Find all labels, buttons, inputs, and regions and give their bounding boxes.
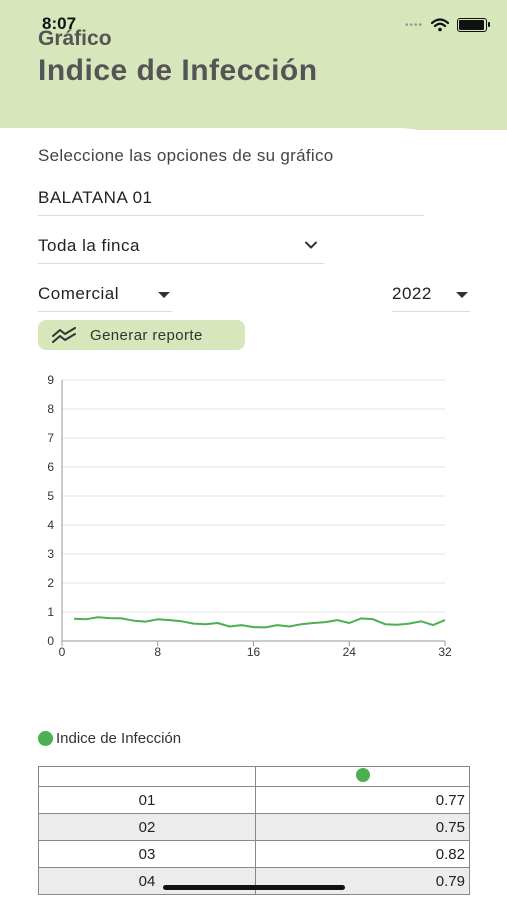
- x-tick-label: 32: [438, 645, 452, 659]
- type-value: Comercial: [38, 284, 120, 303]
- data-table: 01 0.77 02 0.75 03 0.82 04 0.79: [38, 766, 470, 895]
- infection-index-line: [73, 616, 446, 629]
- options-instructions: Seleccione las opciones de su gráfico: [38, 146, 334, 165]
- zone-select[interactable]: Toda la finca: [38, 236, 324, 264]
- chart-legend: Indice de Infección: [38, 730, 181, 747]
- dropdown-caret-icon: [158, 292, 170, 298]
- dropdown-caret-icon: [456, 292, 468, 298]
- header-background: [0, 0, 507, 130]
- farm-value: BALATANA 01: [38, 188, 153, 207]
- table-cell-value: 0.75: [255, 813, 470, 841]
- x-tick-label: 8: [154, 645, 161, 659]
- table-header-row: [38, 766, 470, 787]
- farm-field[interactable]: BALATANA 01: [38, 188, 424, 216]
- year-value: 2022: [392, 284, 432, 303]
- type-select[interactable]: Comercial: [38, 284, 172, 312]
- table-row: 04 0.79: [38, 867, 470, 895]
- page-subtitle: Gráfico: [38, 27, 112, 50]
- series-dot-icon: [355, 768, 370, 782]
- infection-index-chart: 0 1 2 3 4 5 6 7 8 9 0 8 16 24 32: [47, 373, 452, 659]
- table-cell-value: 0.77: [255, 786, 470, 814]
- status-time: 8:07: [42, 14, 77, 33]
- y-tick-label: 3: [47, 547, 54, 561]
- chevron-down-icon: [305, 241, 317, 249]
- table-cell-index: 03: [38, 840, 256, 868]
- table-cell-index: 02: [38, 813, 256, 841]
- table-header-index: [38, 766, 256, 787]
- table-cell-index: 01: [38, 786, 256, 814]
- table-cell-value: 0.79: [255, 867, 470, 895]
- chart-trend-icon: [52, 327, 76, 343]
- table-row: 03 0.82: [38, 840, 470, 868]
- table-header-value: [255, 766, 470, 787]
- home-indicator: [163, 885, 345, 890]
- legend-label: Indice de Infección: [56, 730, 182, 747]
- table-row: 02 0.75: [38, 813, 470, 841]
- zone-value: Toda la finca: [38, 236, 140, 255]
- y-tick-label: 0: [47, 634, 54, 648]
- generate-report-label: Generar reporte: [90, 326, 203, 344]
- year-select[interactable]: 2022: [392, 284, 470, 312]
- y-tick-label: 8: [47, 402, 54, 416]
- signal-icon: ••••: [404, 19, 423, 31]
- generate-report-button[interactable]: Generar reporte: [38, 320, 245, 350]
- y-tick-label: 9: [47, 373, 54, 387]
- table-cell-value: 0.82: [255, 840, 470, 868]
- table-row: 01 0.77: [38, 786, 470, 814]
- page-title: Indice de Infección: [38, 54, 318, 87]
- legend-dot-icon: [38, 731, 53, 746]
- wifi-icon: [431, 18, 449, 32]
- y-tick-label: 1: [47, 605, 54, 619]
- x-tick-label: 0: [59, 645, 66, 659]
- battery-icon: [457, 18, 490, 32]
- y-tick-label: 7: [47, 431, 54, 445]
- y-tick-label: 5: [47, 489, 54, 503]
- x-tick-label: 16: [247, 645, 261, 659]
- status-icons: ••••: [404, 18, 490, 32]
- x-tick-label: 24: [343, 645, 357, 659]
- table-cell-index: 04: [38, 867, 256, 895]
- y-tick-label: 4: [47, 518, 54, 532]
- y-tick-label: 6: [47, 460, 54, 474]
- y-tick-label: 2: [47, 576, 54, 590]
